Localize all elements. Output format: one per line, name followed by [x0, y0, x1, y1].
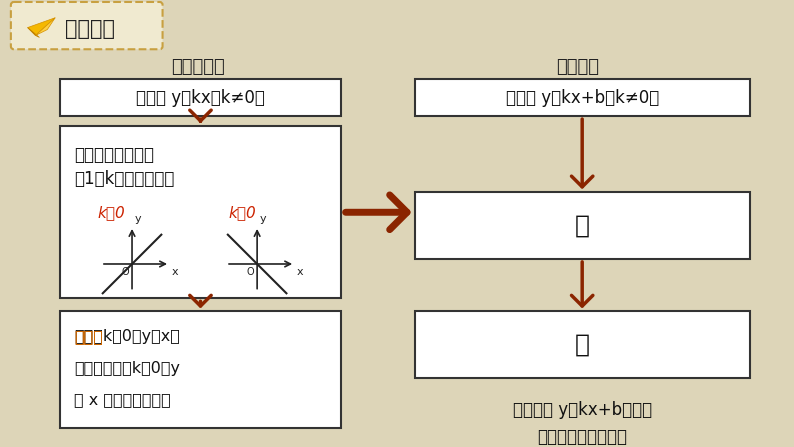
FancyBboxPatch shape [11, 2, 163, 49]
Text: 性质：: 性质： [74, 329, 102, 344]
Text: ？: ？ [575, 214, 590, 237]
Text: ？: ？ [575, 333, 590, 357]
Text: O: O [121, 267, 129, 277]
Text: （1，k）的一条直线: （1，k）的一条直线 [74, 170, 175, 189]
Text: 性质：k＞0，y随x的: 性质：k＞0，y随x的 [74, 329, 179, 344]
Text: 图象：经过原点和: 图象：经过原点和 [74, 146, 154, 164]
Text: 解析式 y＝kx（k≠0）: 解析式 y＝kx（k≠0） [136, 89, 265, 106]
Text: 究什么？怎样研究？: 究什么？怎样研究？ [538, 428, 627, 447]
Text: k＜0: k＜0 [229, 205, 256, 220]
Bar [414, 79, 750, 116]
Bar [60, 126, 341, 299]
Bar [60, 79, 341, 116]
Bar [60, 311, 341, 427]
Text: 增大而增大；k＜0，y: 增大而增大；k＜0，y [74, 361, 180, 375]
Text: x: x [172, 267, 179, 277]
Bar [414, 192, 750, 259]
Bar [414, 311, 750, 378]
Text: k＞0: k＞0 [98, 205, 125, 220]
Text: 针对函数 y＝kx+b，要研: 针对函数 y＝kx+b，要研 [513, 401, 652, 419]
Text: y: y [135, 215, 141, 224]
Polygon shape [36, 18, 56, 35]
Text: O: O [247, 267, 254, 277]
Text: 性质：: 性质： [74, 329, 102, 344]
Text: 新课引入: 新课引入 [65, 19, 115, 38]
Text: 解析式 y＝kx+b（k≠0）: 解析式 y＝kx+b（k≠0） [506, 89, 659, 106]
Text: 一次函数: 一次函数 [556, 58, 599, 76]
Text: y: y [260, 215, 267, 224]
Polygon shape [28, 18, 56, 35]
Polygon shape [28, 28, 40, 38]
Text: x: x [297, 267, 303, 277]
Text: 随 x 的增大而减小．: 随 x 的增大而减小． [74, 392, 171, 407]
Text: 正比例函数: 正比例函数 [172, 58, 225, 76]
